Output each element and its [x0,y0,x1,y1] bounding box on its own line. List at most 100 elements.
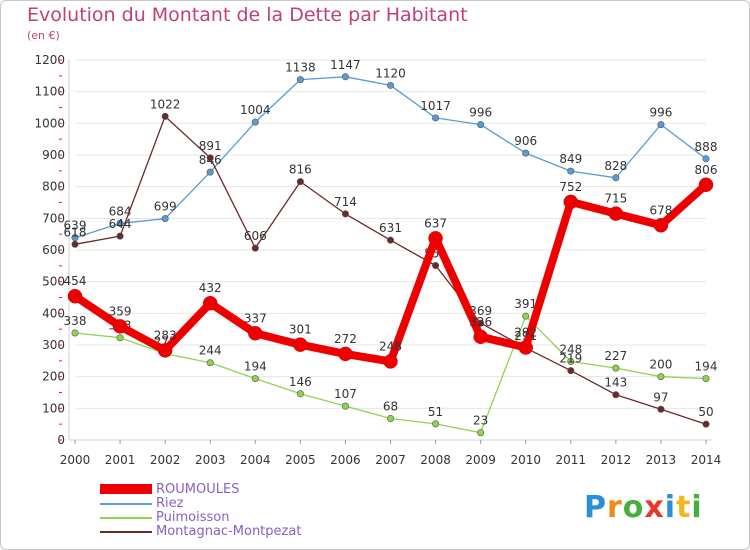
data-label-montagnac-montpezat-2001: 644 [109,217,132,231]
data-point-riez-2008 [432,114,440,122]
data-label-roumoules-2014: 806 [695,163,718,177]
data-point-montagnac-montpezat-2007 [386,236,394,244]
data-label-roumoules-2001: 359 [109,304,132,318]
data-label-riez-2009: 996 [469,106,492,120]
data-point-roumoules-2013 [653,218,669,233]
x-tick-label: 2005 [285,453,316,467]
data-point-montagnac-montpezat-2012 [612,391,620,399]
data-point-puimoisson-2000 [71,329,79,337]
data-label-montagnac-montpezat-2003: 891 [199,139,222,153]
data-label-roumoules-2008: 637 [424,216,447,230]
y-tick-label: 200 [42,370,65,384]
data-point-montagnac-montpezat-2014 [702,420,710,428]
data-label-puimoisson-2010: 391 [514,297,537,311]
data-label-montagnac-montpezat-2012: 143 [604,376,627,390]
data-label-riez-2001: 684 [109,204,132,218]
data-label-riez-2012: 828 [604,159,627,173]
data-label-riez-2005: 1138 [285,61,316,75]
data-label-roumoules-2006: 272 [334,332,357,346]
data-label-montagnac-montpezat-2000: 618 [64,225,87,239]
data-point-roumoules-2007 [383,354,398,369]
data-label-roumoules-2005: 301 [289,323,312,337]
legend-label-riez: Riez [156,496,184,511]
data-label-riez-2010: 906 [514,134,537,148]
data-label-puimoisson-2004: 194 [244,360,267,374]
data-point-roumoules-2001 [112,319,128,334]
data-point-riez-2002 [161,215,169,223]
data-point-roumoules-2009 [473,329,488,345]
y-tick-label: 300 [42,338,65,352]
data-point-roumoules-2000 [67,288,83,304]
x-tick-label: 2006 [330,453,361,467]
data-label-montagnac-montpezat-2009: 369 [469,304,492,318]
data-label-roumoules-2013: 678 [649,203,672,217]
proxiti-logo: Proxiti [584,490,703,525]
data-point-riez-2001 [116,219,124,227]
data-label-puimoisson-2009: 23 [473,414,488,428]
x-tick-label: 2004 [240,453,271,467]
data-point-montagnac-montpezat-2001 [116,232,124,240]
x-tick-label: 2001 [105,453,136,467]
data-label-montagnac-montpezat-2006: 714 [334,195,357,209]
x-tick-label: 2013 [646,453,677,467]
legend-item-riez: Riez [100,496,420,511]
data-label-montagnac-montpezat-2005: 816 [289,163,312,177]
chart-title: Evolution du Montant de la Dette par Hab… [27,4,468,26]
x-tick-label: 2012 [601,453,632,467]
data-point-montagnac-montpezat-2004 [251,244,259,252]
data-point-riez-2010 [522,149,530,157]
data-label-montagnac-montpezat-2013: 97 [653,390,668,404]
legend-swatch-roumoules [100,484,152,494]
y-tick-label: 100 [42,401,65,415]
data-point-montagnac-montpezat-2002 [161,112,169,120]
y-tick-label: 700 [42,211,65,225]
data-label-puimoisson-2014: 194 [695,360,718,374]
data-point-roumoules-2014 [698,177,714,193]
data-label-puimoisson-2007: 68 [383,399,398,413]
y-tick-label: 1200 [34,53,65,67]
x-tick-label: 2008 [420,453,451,467]
data-point-riez-2013 [657,121,665,129]
legend-label-roumoules: ROUMOULES [156,482,240,497]
y-tick-label: 900 [42,148,65,162]
data-label-montagnac-montpezat-2011: 219 [559,352,582,366]
data-label-montagnac-montpezat-2004: 606 [244,229,267,243]
data-point-roumoules-2010 [518,340,533,355]
data-point-roumoules-2003 [202,295,218,311]
data-label-puimoisson-2013: 200 [649,358,672,372]
data-point-riez-2012 [612,174,620,182]
data-point-roumoules-2011 [563,194,579,210]
data-point-roumoules-2005 [293,337,308,352]
data-point-puimoisson-2003 [206,359,214,367]
data-point-puimoisson-2014 [702,375,710,383]
data-point-riez-2005 [296,76,304,84]
data-label-roumoules-2003: 432 [199,281,222,295]
data-point-montagnac-montpezat-2011 [567,367,575,375]
legend-item-montagnac: Montagnac-Montpezat [100,524,420,539]
data-label-puimoisson-2011: 248 [559,342,582,356]
data-point-puimoisson-2013 [657,373,665,381]
data-point-montagnac-montpezat-2006 [341,210,349,218]
data-point-puimoisson-2005 [296,390,304,398]
data-point-montagnac-montpezat-2005 [296,178,304,186]
x-tick-label: 2002 [150,453,181,467]
data-point-roumoules-2012 [608,206,624,221]
data-point-puimoisson-2001 [116,334,124,342]
y-tick-label: 1000 [34,116,65,130]
x-tick-label: 2009 [465,453,496,467]
data-label-riez-2000: 639 [64,219,87,233]
data-point-montagnac-montpezat-2003 [206,154,214,162]
data-label-montagnac-montpezat-2007: 631 [379,221,402,235]
data-point-montagnac-montpezat-2008 [432,262,440,270]
data-label-riez-2002: 699 [154,200,177,214]
data-label-riez-2008: 1017 [420,99,451,113]
legend-item-roumoules: ROUMOULES [100,482,420,497]
y-tick-label: 500 [42,275,65,289]
legend-swatch-montagnac [100,531,152,533]
data-point-riez-2006 [341,73,349,81]
data-label-puimoisson-2008: 51 [428,405,443,419]
data-label-roumoules-2007: 248 [379,339,402,353]
data-point-puimoisson-2006 [341,402,349,410]
data-point-roumoules-2002 [157,343,173,358]
data-label-riez-2007: 1120 [375,66,406,80]
